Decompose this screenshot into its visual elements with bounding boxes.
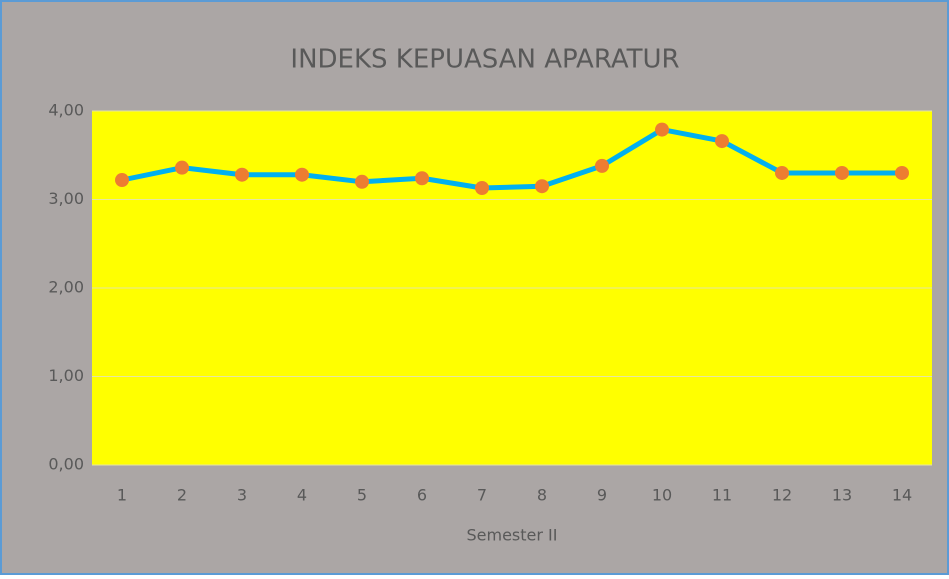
point-marker [115,173,129,188]
point-marker [175,160,189,175]
x-axis-label: Semester II [467,526,558,545]
x-tick-label: 13 [832,486,852,505]
x-tick-label: 4 [297,486,307,505]
point-marker [895,165,909,180]
x-tick-label: 5 [357,486,367,505]
y-tick-label: 2,00 [48,278,84,297]
point-marker [295,167,309,182]
x-tick-label: 7 [477,486,487,505]
x-tick-label: 12 [772,486,792,505]
y-tick-label: 4,00 [48,101,84,120]
x-tick-label: 8 [537,486,547,505]
x-tick-label: 9 [597,486,607,505]
point-marker [715,134,729,149]
x-tick-label: 1 [117,486,127,505]
x-tick-label: 2 [177,486,187,505]
x-tick-label: 14 [892,486,912,505]
series-line [121,127,902,191]
y-tick-label: 3,00 [48,189,84,208]
point-marker [835,165,849,180]
x-tick-label: 10 [652,486,672,505]
point-marker [235,167,249,182]
point-marker [355,174,369,189]
point-marker [535,179,549,194]
y-tick-label: 1,00 [48,366,84,385]
x-tick-label: 6 [417,486,427,505]
x-tick-label: 11 [712,486,732,505]
chart-title: INDEKS KEPUASAN APARATUR [290,45,679,75]
point-marker [775,165,789,180]
point-marker [475,180,489,195]
y-tick-label: 0,00 [48,455,84,474]
point-marker [595,158,609,173]
x-tick-label: 3 [237,486,247,505]
point-marker [415,171,429,186]
point-marker [655,122,669,137]
